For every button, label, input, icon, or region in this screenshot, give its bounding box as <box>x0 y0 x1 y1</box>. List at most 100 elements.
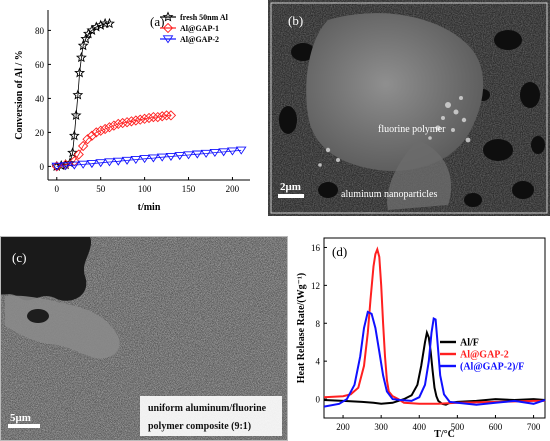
y-axis-label: Conversion of Al / % <box>14 50 25 139</box>
series-3 <box>51 146 247 171</box>
x-tick-label: 100 <box>138 184 152 194</box>
caption-box-c <box>140 396 282 436</box>
data-point <box>67 147 79 158</box>
panel-b-tag: (b) <box>288 13 303 28</box>
data-point <box>148 154 159 163</box>
chart-d: (d) 200 300 400 500 600 700 0 4 8 12 16 T/°C Heat Re… <box>296 237 546 440</box>
sem-image-c: (c) 5μm uniform aluminum/fluorine polyme… <box>0 236 288 441</box>
series-3 <box>323 310 546 408</box>
data-point <box>69 161 80 170</box>
panel-c: (c) 5μm uniform aluminum/fluorine polyme… <box>0 236 288 441</box>
data-point <box>82 134 93 145</box>
y-tick-label: 12 <box>311 281 320 291</box>
data-point <box>130 155 142 165</box>
x-tick-label: 700 <box>527 422 541 432</box>
legend-label: Al@GAP-2 <box>180 35 219 44</box>
series-line <box>56 149 242 167</box>
data-point <box>95 159 107 168</box>
series-2 <box>323 246 545 405</box>
data-point <box>104 122 115 133</box>
data-point <box>77 140 89 152</box>
legend: fresh 50nm Al Al@GAP-1 Al@GAP-2 <box>160 11 229 44</box>
data-point <box>139 155 150 164</box>
polymer-sheet <box>306 13 484 171</box>
data-point <box>55 159 67 171</box>
data-point <box>161 110 172 121</box>
y-tick-label: 0 <box>40 162 45 172</box>
series-line <box>56 23 110 167</box>
data-point <box>69 156 80 167</box>
scale-bar-c <box>8 424 40 428</box>
y-tick-label: 20 <box>35 128 45 138</box>
data-point <box>77 40 89 51</box>
x-tick-label: 150 <box>182 184 196 194</box>
data-point <box>113 118 124 130</box>
data-point <box>121 156 133 165</box>
legend-label: Al@GAP-2 <box>460 350 509 361</box>
data-point <box>165 110 177 121</box>
series-line <box>323 310 546 408</box>
data-point <box>121 117 133 128</box>
sem-image-b: (b) fluorine polymer aluminum nanopartic… <box>268 0 550 216</box>
x-tick-label: 500 <box>451 422 465 432</box>
data-point <box>91 127 102 138</box>
data-point <box>72 89 84 100</box>
axes-frame <box>323 237 546 419</box>
x-axis-label: t/min <box>138 202 161 213</box>
x-tick-label: 50 <box>96 184 106 194</box>
data-point <box>68 130 80 141</box>
data-point <box>77 160 89 169</box>
label-fluorine-polymer: fluorine polymer <box>378 124 446 135</box>
sem-pores <box>279 30 545 207</box>
panel-b: (b) fluorine polymer aluminum nanopartic… <box>268 0 550 216</box>
panel-c-tag: (c) <box>12 250 26 265</box>
scale-bar-label-b: 2μm <box>280 181 301 193</box>
data-point <box>86 24 98 35</box>
data-point <box>104 158 115 167</box>
y-tick-label: 40 <box>35 94 45 104</box>
data-point <box>126 116 137 127</box>
y-tick-label: 60 <box>35 60 45 70</box>
legend-label: fresh 50nm Al <box>180 13 229 22</box>
label-aluminum-nanoparticles: aluminum nanoparticles <box>341 189 437 200</box>
data-point <box>86 160 98 169</box>
legend: Al/FAl@GAP-2(Al@GAP-2)/F <box>440 338 524 373</box>
y-tick-label: 80 <box>35 26 45 36</box>
caption-line-2: polymer composite (9:1) <box>148 421 251 432</box>
data-point <box>139 113 150 124</box>
data-point <box>218 148 229 157</box>
data-point <box>99 123 111 135</box>
dark-void <box>0 236 92 301</box>
x-tick-label: 0 <box>55 184 60 194</box>
data-point <box>227 147 238 156</box>
data-point <box>51 162 63 171</box>
x-tick-label: 200 <box>226 184 240 194</box>
data-point <box>152 111 163 123</box>
data-point <box>74 67 86 78</box>
x-tick-label: 300 <box>374 422 388 432</box>
data-point <box>157 111 168 122</box>
data-point <box>80 33 92 44</box>
series-1 <box>51 17 115 171</box>
data-point <box>148 111 159 123</box>
data-point <box>165 152 177 161</box>
panel-d: (d) 200 300 400 500 600 700 0 4 8 12 16 T/°C Heat Re… <box>290 232 550 441</box>
panel-d-tag: (d) <box>332 244 347 259</box>
data-point <box>200 149 212 158</box>
data-point <box>235 146 247 155</box>
data-point <box>73 149 84 160</box>
x-tick-label: 200 <box>336 422 350 432</box>
data-point <box>95 19 107 30</box>
legend-marker <box>162 35 174 44</box>
x-tick-label: 400 <box>413 422 427 432</box>
series-line <box>323 246 545 405</box>
panel-a: (a) 0 50 100 150 200 0 20 40 60 80 t/min Conversion… <box>0 0 265 215</box>
legend-label: Al/F <box>460 338 479 349</box>
data-point <box>117 117 128 129</box>
chart-a: (a) 0 50 100 150 200 0 20 40 60 80 t/min Conversion… <box>14 10 250 213</box>
data-point <box>183 151 194 160</box>
y-tick-label: 16 <box>311 243 321 253</box>
legend-marker <box>162 11 174 22</box>
data-point <box>156 153 168 162</box>
series-2 <box>51 110 177 172</box>
